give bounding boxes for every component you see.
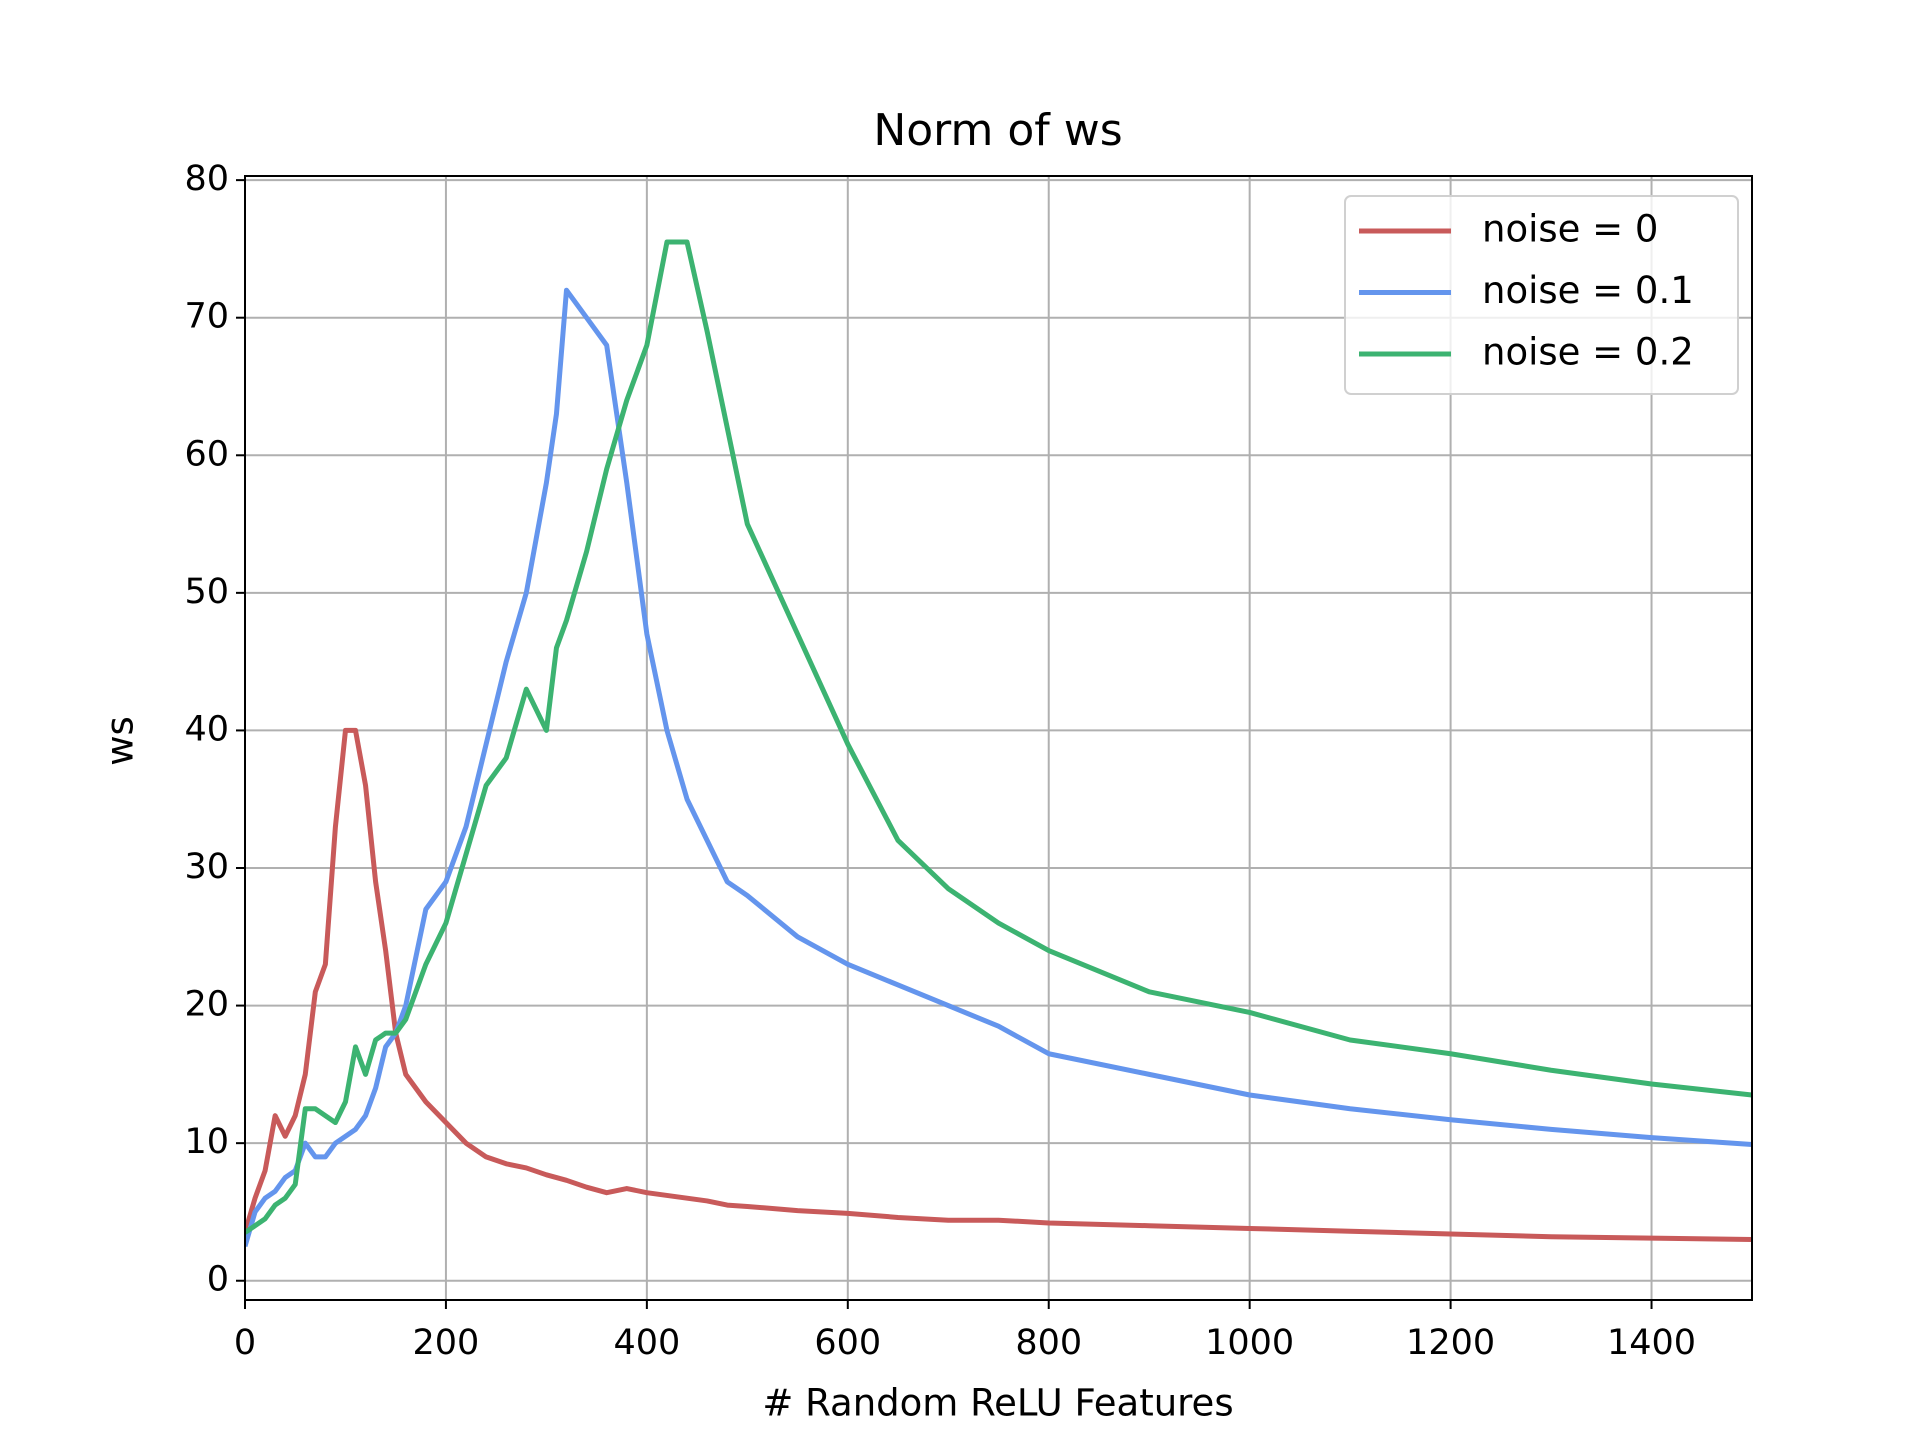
legend-box: [1344, 195, 1739, 395]
y-tick-label: 40: [184, 709, 229, 749]
x-axis-label: # Random ReLU Features: [762, 1382, 1233, 1425]
plot-frame: [244, 175, 1753, 1301]
y-tick-label: 50: [184, 572, 229, 612]
data-line: [245, 239, 1752, 1235]
x-tick-label: 600: [814, 1323, 881, 1363]
y-tick-label: 60: [184, 434, 229, 474]
y-tick-label: 20: [184, 985, 229, 1025]
legend-label: noise = 0: [1482, 208, 1658, 251]
y-tick-label: 70: [184, 297, 229, 337]
x-tick-label: 200: [413, 1323, 480, 1363]
y-tick-label: 10: [184, 1122, 229, 1162]
x-tick-label: 400: [613, 1323, 680, 1363]
y-tick-label: 80: [184, 159, 229, 199]
data-line: [245, 287, 1752, 1248]
legend-label: noise = 0.2: [1482, 331, 1694, 374]
y-axis-label: ws: [99, 716, 142, 766]
data-line: [245, 727, 1752, 1242]
y-tick-label: 30: [184, 847, 229, 887]
chart-title: Norm of ws: [873, 105, 1122, 156]
legend-label: noise = 0.1: [1482, 269, 1694, 312]
y-tick-label: 0: [207, 1260, 229, 1300]
x-tick-label: 1000: [1205, 1323, 1294, 1363]
x-tick-label: 800: [1015, 1323, 1082, 1363]
x-tick-label: 1200: [1406, 1323, 1495, 1363]
x-tick-label: 0: [234, 1323, 256, 1363]
x-tick-label: 1400: [1607, 1323, 1696, 1363]
